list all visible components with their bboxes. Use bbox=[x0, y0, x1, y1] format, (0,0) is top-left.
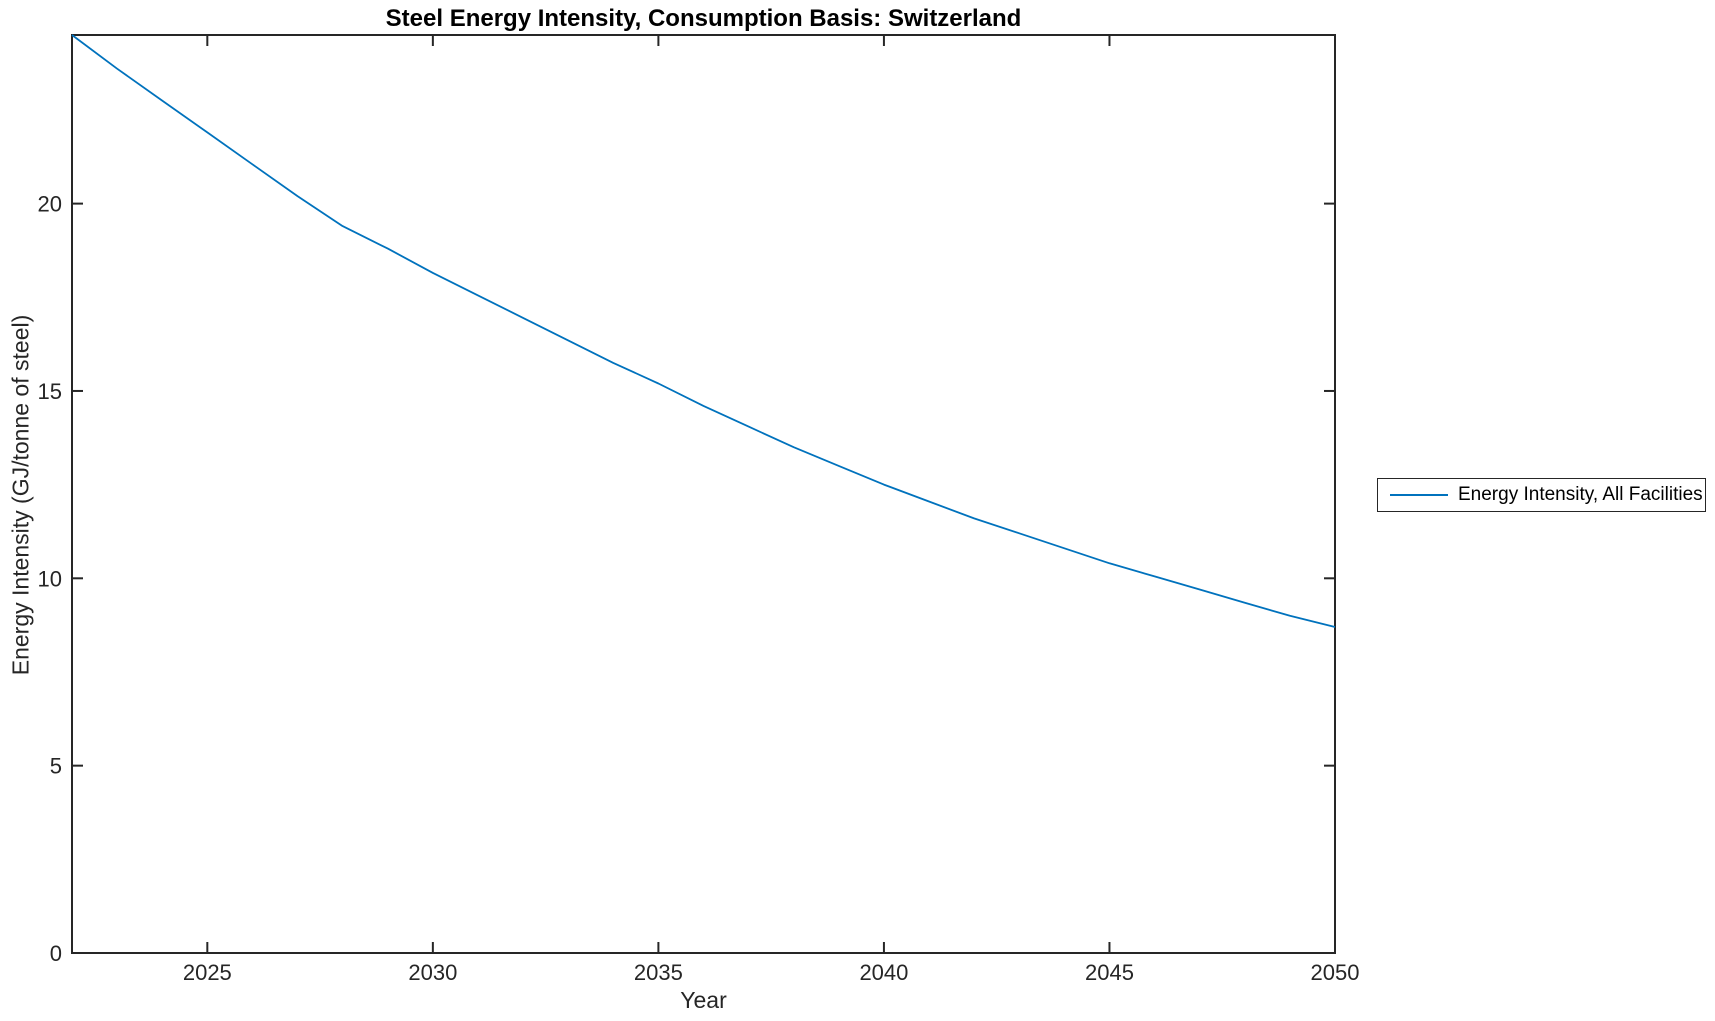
legend: Energy Intensity, All Facilities bbox=[1377, 478, 1706, 512]
chart-title: Steel Energy Intensity, Consumption Basi… bbox=[385, 5, 1022, 32]
energy-intensity-line bbox=[71, 34, 1336, 628]
y-axis-tick-label: 0 bbox=[50, 941, 62, 966]
y-axis-label: Energy Intensity (GJ/tonne of steel) bbox=[7, 314, 34, 676]
x-axis-tick-label: 2045 bbox=[1085, 960, 1134, 985]
y-axis-tick-label: 5 bbox=[50, 754, 62, 779]
legend-line-icon bbox=[1390, 494, 1448, 496]
x-axis-tick-label: 2025 bbox=[183, 960, 232, 985]
y-axis-tick-label: 15 bbox=[38, 379, 62, 404]
x-axis-tick-label: 2050 bbox=[1311, 960, 1360, 985]
legend-label: Energy Intensity, All Facilities bbox=[1458, 484, 1703, 505]
x-axis-tick-label: 2030 bbox=[408, 960, 457, 985]
x-axis-tick-label: 2040 bbox=[859, 960, 908, 985]
plot-border bbox=[71, 34, 1336, 954]
x-axis-label: Year bbox=[680, 987, 727, 1013]
y-axis-tick-label: 10 bbox=[38, 566, 62, 591]
y-axis-tick-label: 20 bbox=[38, 192, 62, 217]
x-axis-tick-label: 2035 bbox=[634, 960, 683, 985]
